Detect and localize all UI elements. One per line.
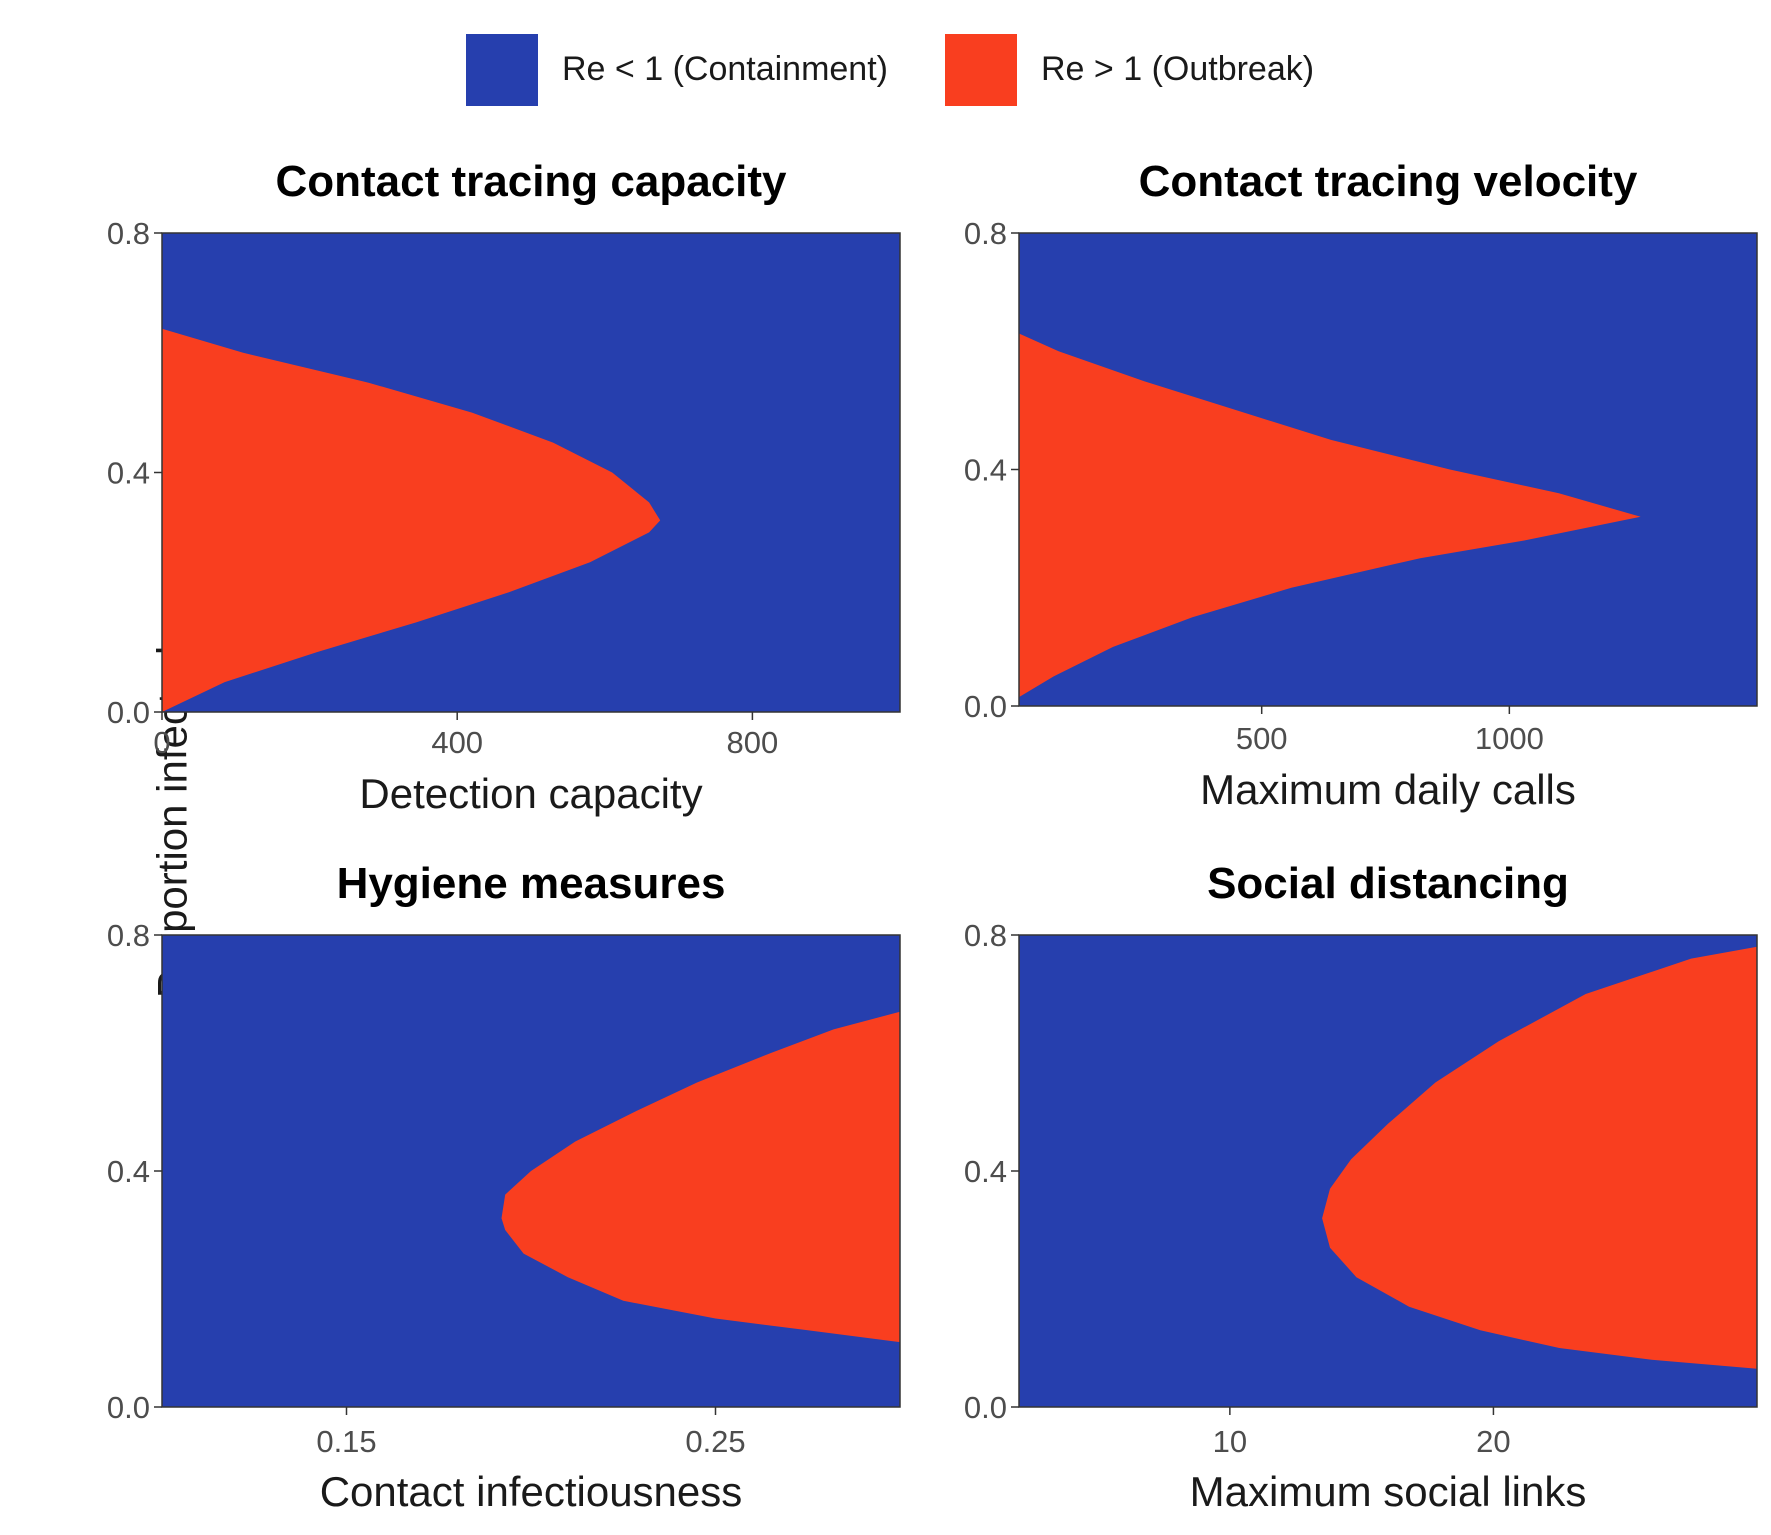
panel-3: Hygiene measures 0.0 0.4 0.8 0.15 0.25 Contact… [107, 859, 901, 1515]
y-tick-label: 0.8 [964, 918, 1007, 953]
x-axis-title: Maximum social links [1190, 1468, 1587, 1515]
x-axis-title: Contact infectiousness [320, 1468, 743, 1515]
legend: Re < 1 (Containment) Re > 1 (Outbreak) [0, 34, 1771, 108]
x-tick-label: 20 [1476, 1424, 1510, 1459]
y-tick-label: 0.8 [964, 216, 1007, 251]
y-tick-label: 0.4 [107, 1154, 150, 1189]
panel-2: Contact tracing velocity 0.0 0.4 0.8 500 1000… [964, 157, 1758, 813]
outbreak-region [1019, 333, 1641, 698]
panel-title: Social distancing [1207, 859, 1569, 908]
x-tick-label: 0 [153, 725, 170, 760]
y-tick-label: 0.8 [107, 918, 150, 953]
outbreak-region [162, 328, 661, 712]
legend-label-outbreak: Re > 1 (Outbreak) [1041, 50, 1315, 88]
x-axis-title: Maximum daily calls [1200, 766, 1576, 813]
panel-title: Contact tracing velocity [1139, 157, 1638, 206]
legend-label-containment: Re < 1 (Containment) [562, 50, 888, 88]
x-axis-title: Detection capacity [359, 770, 702, 817]
y-tick-label: 0.4 [107, 456, 150, 491]
outbreak-region [501, 1011, 900, 1343]
x-tick-label: 0.25 [685, 1424, 745, 1459]
y-tick-label: 0.0 [107, 695, 150, 730]
y-tick-label: 0.4 [964, 453, 1007, 488]
y-tick-label: 0.4 [964, 1154, 1007, 1189]
x-tick-label: 500 [1236, 721, 1288, 756]
x-tick-label: 0.15 [316, 1424, 376, 1459]
legend-swatch-outbreak [945, 34, 1017, 106]
panel-title: Hygiene measures [337, 859, 726, 908]
panel-title: Contact tracing capacity [275, 157, 787, 206]
x-tick-label: 10 [1213, 1424, 1247, 1459]
y-tick-label: 0.8 [107, 216, 150, 251]
y-tick-label: 0.0 [107, 1390, 150, 1425]
panel-1: Contact tracing capacity 0.0 0.4 0.8 0 400 800… [107, 157, 901, 817]
legend-swatch-containment [466, 34, 538, 106]
panel-4: Social distancing 0.0 0.4 0.8 10 20 Maximum so… [964, 859, 1758, 1515]
x-tick-label: 800 [727, 725, 779, 760]
x-tick-label: 400 [431, 725, 483, 760]
y-tick-label: 0.0 [964, 1390, 1007, 1425]
outbreak-region [1322, 946, 1757, 1369]
x-tick-label: 1000 [1475, 721, 1544, 756]
y-tick-label: 0.0 [964, 689, 1007, 724]
